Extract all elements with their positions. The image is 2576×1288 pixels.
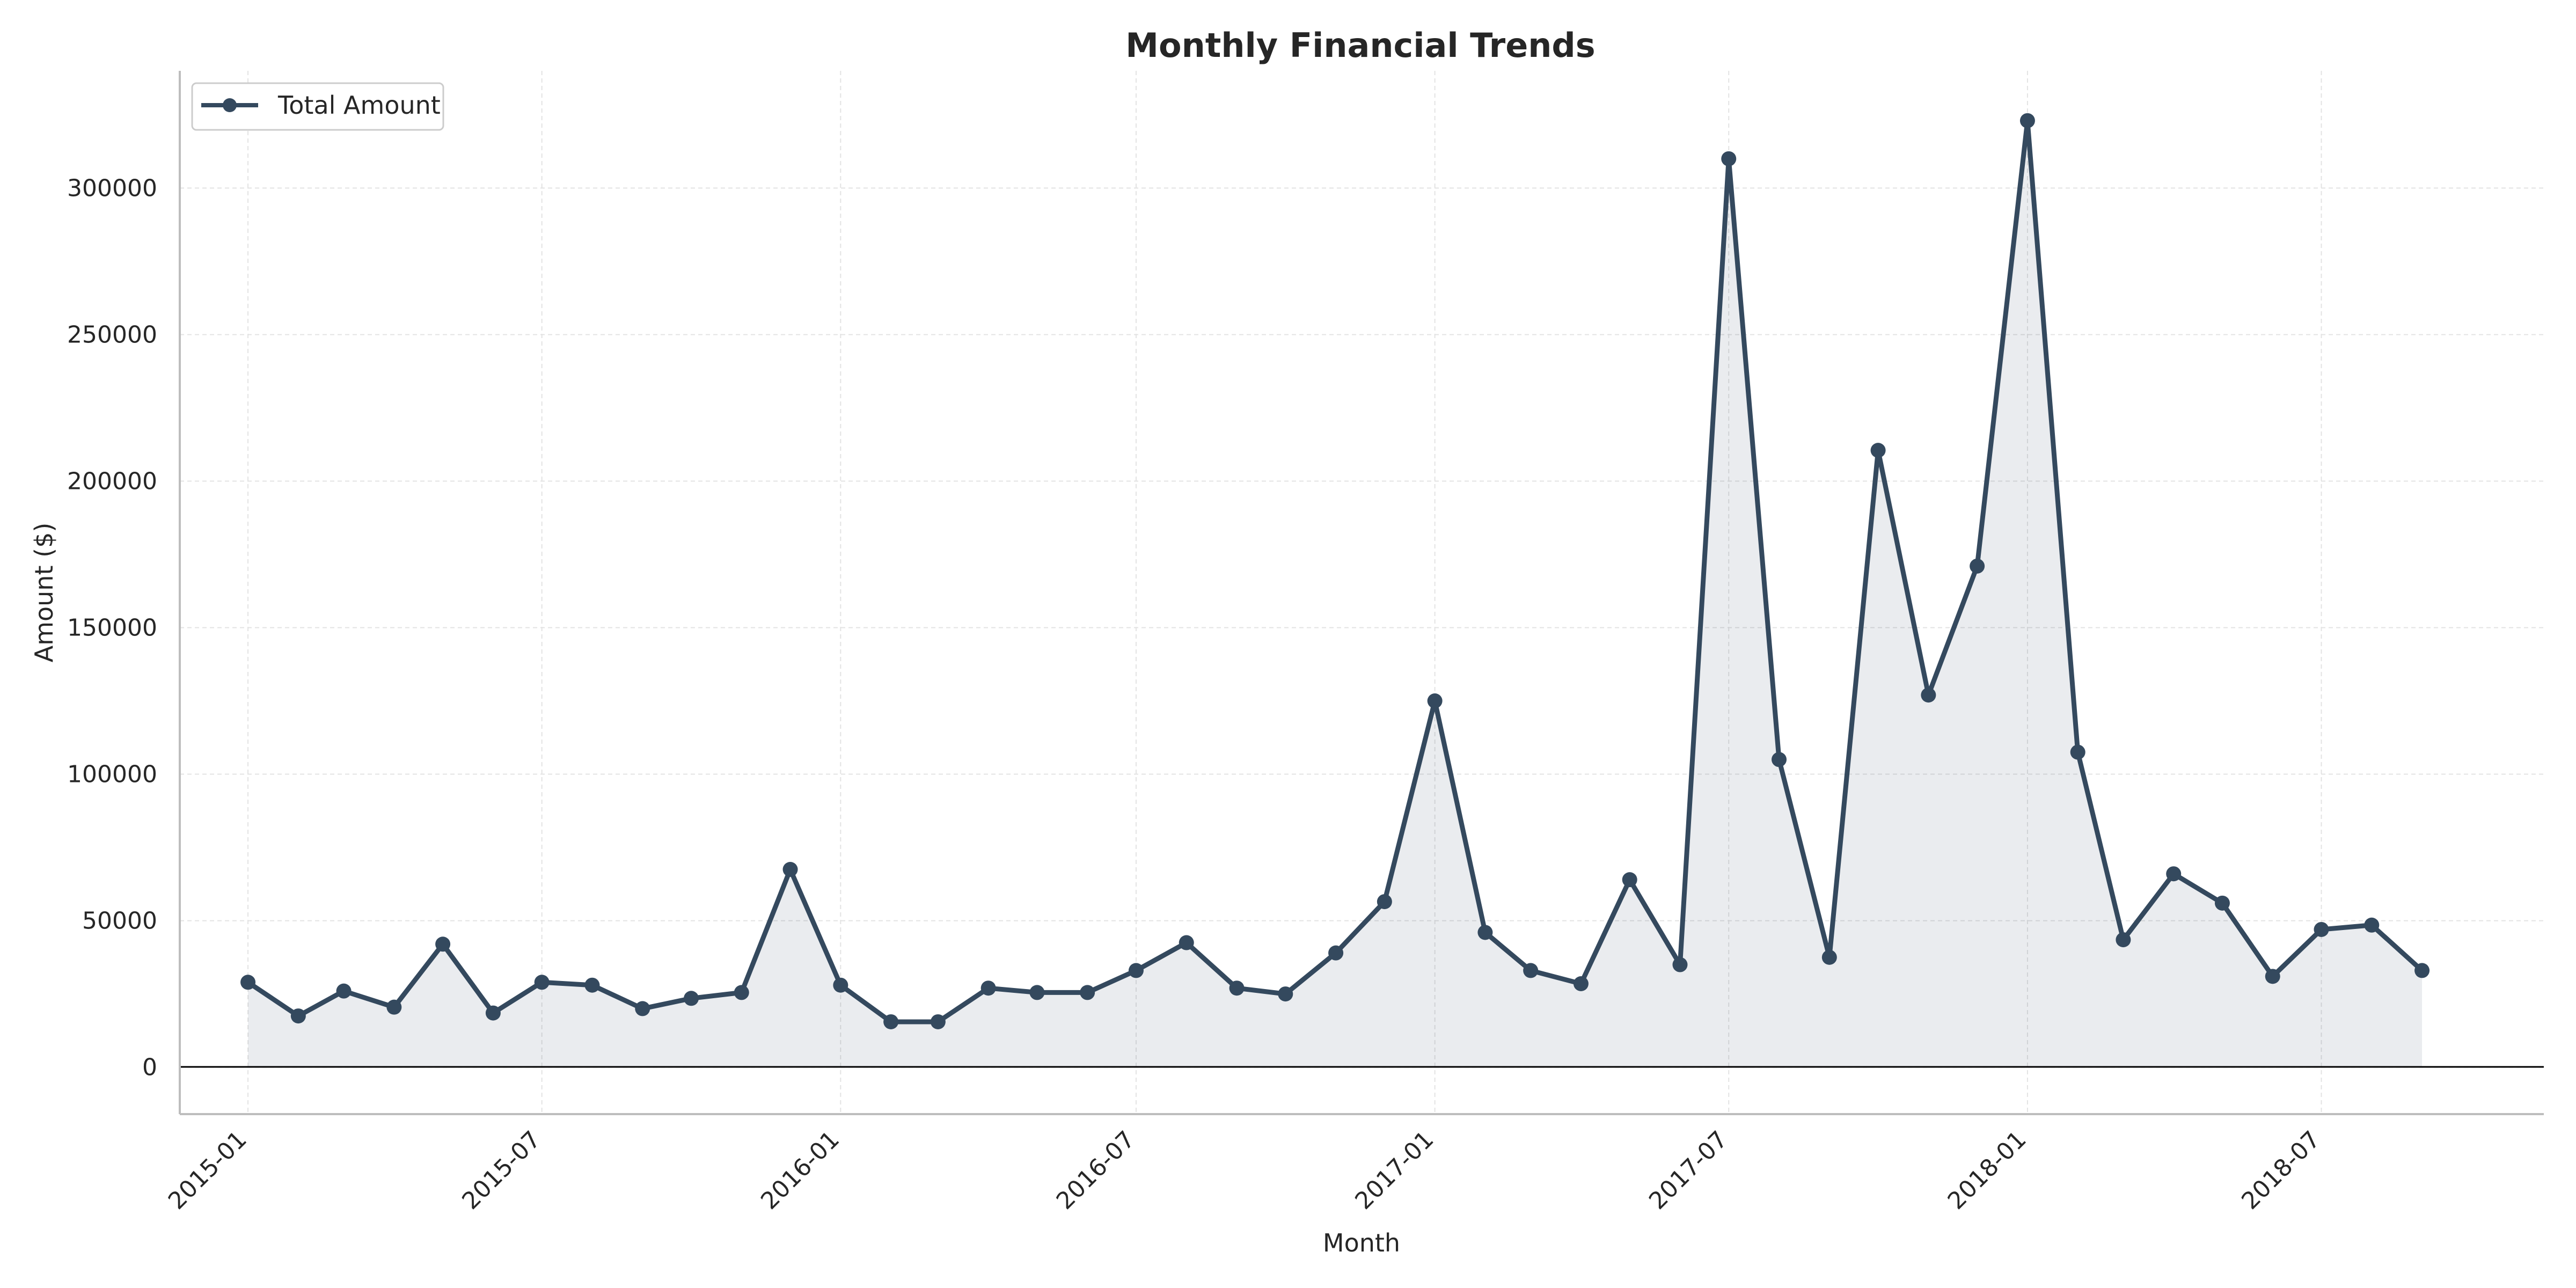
area-layer <box>248 120 2423 1067</box>
data-point <box>2414 963 2430 978</box>
data-point <box>980 980 996 996</box>
y-tick-label: 200000 <box>67 467 157 495</box>
data-point <box>584 977 600 993</box>
y-tick-label: 0 <box>142 1054 157 1081</box>
y-tick-label: 250000 <box>67 321 157 348</box>
data-point <box>1921 687 1936 703</box>
y-axis-label: Amount ($) <box>30 523 58 663</box>
data-point <box>1672 957 1688 972</box>
y-tick-label: 150000 <box>67 614 157 642</box>
data-point <box>2116 932 2131 948</box>
data-point <box>684 991 699 1006</box>
data-point <box>1970 558 1985 574</box>
y-tick-label: 300000 <box>67 174 157 202</box>
data-point <box>2214 895 2230 911</box>
data-point <box>2019 113 2035 128</box>
data-point <box>1721 151 1737 166</box>
data-point <box>336 983 352 999</box>
data-point <box>1523 963 1539 978</box>
point-layer <box>240 113 2430 1029</box>
data-point <box>1229 980 1245 996</box>
gridlines <box>180 71 2544 1114</box>
x-tick-label: 2015-07 <box>457 1126 546 1215</box>
data-point <box>534 975 550 990</box>
data-point <box>240 975 256 990</box>
x-tick-labels: 2015-01 2015-07 2016-01 2016-07 2017-01 2017-… <box>163 1126 2326 1215</box>
series-area-fill <box>248 120 2423 1067</box>
x-tick-label: 2016-01 <box>756 1126 845 1215</box>
data-point <box>1427 693 1443 709</box>
data-point <box>1477 925 1493 940</box>
data-point <box>1328 945 1344 961</box>
legend-swatch-marker <box>223 98 237 112</box>
data-point <box>1029 985 1045 1000</box>
x-tick-label: 2015-01 <box>163 1126 252 1215</box>
data-point <box>734 985 749 1000</box>
data-point <box>2265 969 2280 984</box>
data-point <box>1179 935 1194 950</box>
x-tick-label: 2018-07 <box>2236 1126 2325 1215</box>
legend-label: Total Amount <box>277 91 441 120</box>
y-tick-label: 100000 <box>67 761 157 788</box>
legend: Total Amount <box>191 82 444 131</box>
data-point <box>1128 963 1144 978</box>
x-tick-label: 2018-01 <box>1943 1126 2032 1215</box>
data-point <box>1573 976 1589 991</box>
legend-box <box>191 82 444 131</box>
data-point <box>1772 752 1787 767</box>
data-point <box>635 1001 650 1016</box>
data-point <box>1821 949 1837 965</box>
data-point <box>1377 894 1392 910</box>
data-point <box>290 1008 306 1024</box>
data-point <box>435 936 451 952</box>
data-point <box>833 977 848 993</box>
data-point <box>1080 985 1095 1000</box>
data-point <box>386 999 402 1015</box>
data-point <box>1870 443 1886 458</box>
data-point <box>782 862 798 877</box>
data-point <box>1278 986 1293 1002</box>
data-point <box>883 1014 899 1029</box>
data-point <box>2166 866 2182 882</box>
data-point <box>2364 917 2380 933</box>
x-tick-label: 2016-07 <box>1051 1126 1140 1215</box>
chart-title: Monthly Financial Trends <box>1125 26 1595 65</box>
x-axis-label: Month <box>1323 1228 1400 1257</box>
data-point <box>2314 921 2329 937</box>
data-point <box>930 1014 946 1029</box>
y-tick-label: 50000 <box>82 908 157 935</box>
x-tick-label: 2017-01 <box>1350 1126 1439 1215</box>
data-point <box>2070 744 2085 760</box>
data-point <box>485 1005 501 1021</box>
data-point <box>1622 872 1637 888</box>
x-tick-label: 2017-07 <box>1644 1126 1733 1215</box>
y-tick-labels: 0 50000 100000 150000 200000 250000 300000 <box>67 174 157 1081</box>
